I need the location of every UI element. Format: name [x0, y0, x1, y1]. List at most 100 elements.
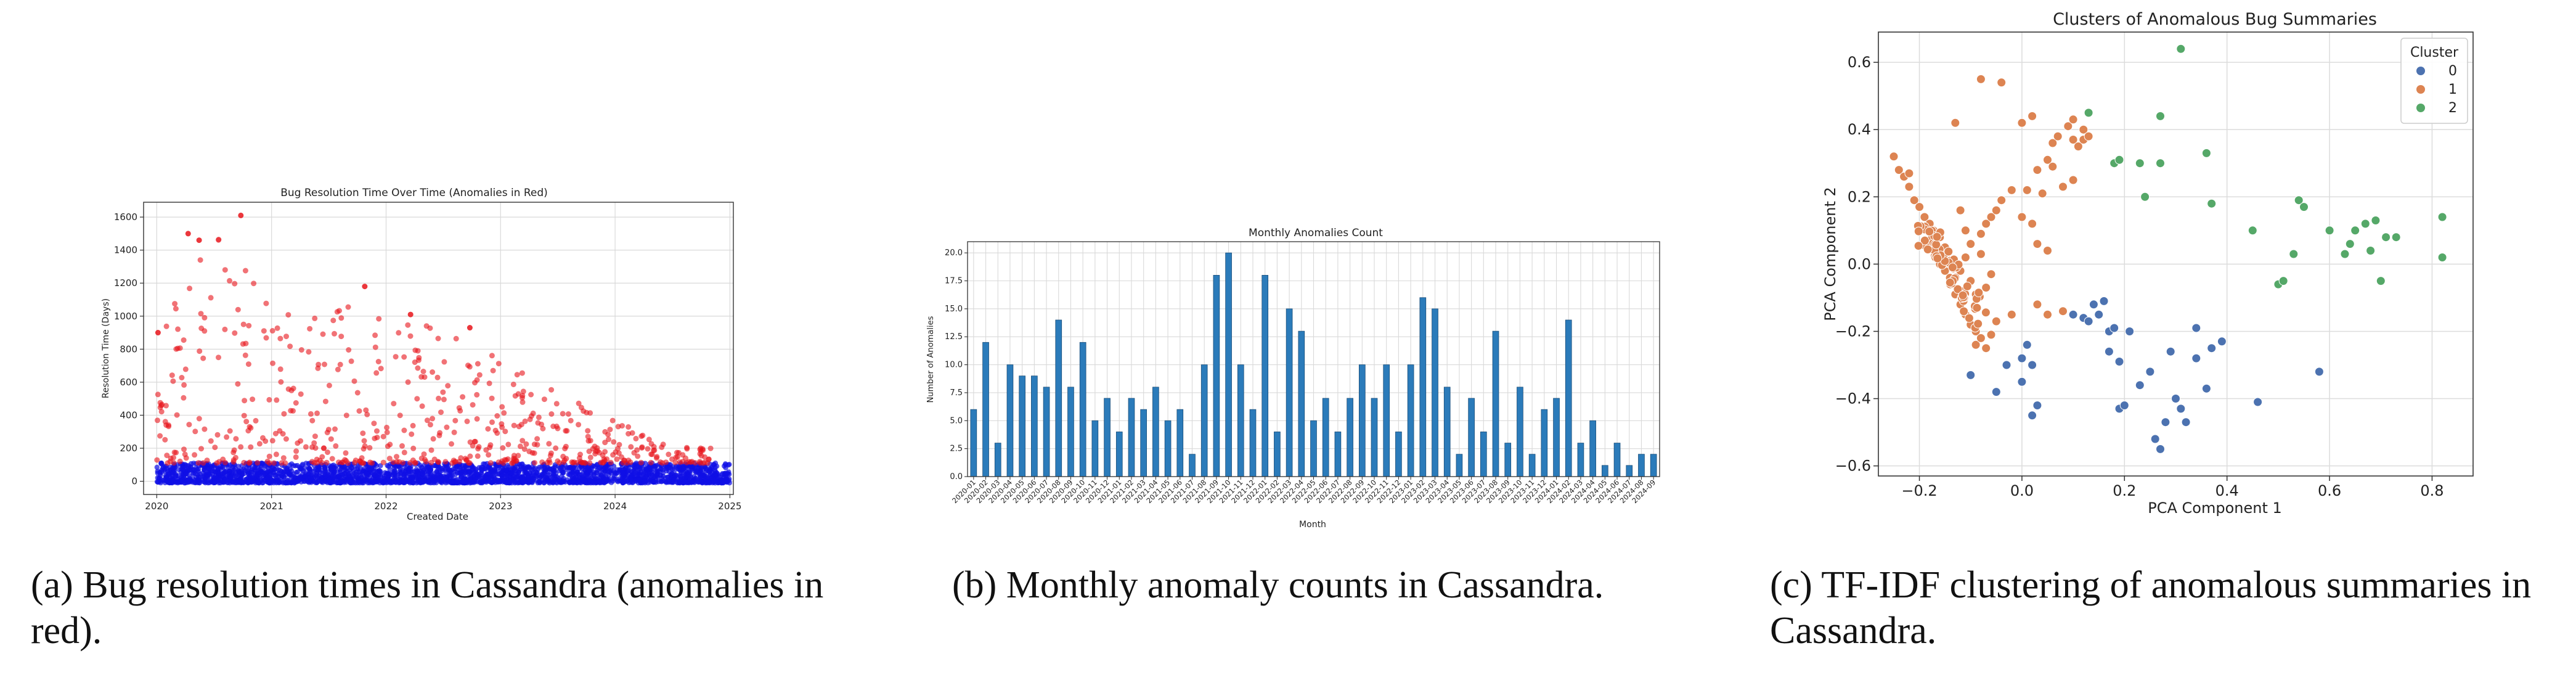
anomaly-point — [472, 380, 478, 386]
cluster-0-point — [2114, 357, 2124, 366]
anomaly-point — [158, 409, 165, 415]
normal-point — [339, 478, 345, 485]
cluster-1-point — [1931, 240, 1941, 250]
chart-a-points — [154, 212, 733, 486]
anomaly-point — [401, 427, 407, 433]
cluster-1-point — [2043, 310, 2052, 319]
cluster-1-point — [1972, 303, 1982, 313]
anomaly-point — [517, 443, 523, 449]
normal-point — [329, 463, 335, 469]
anomaly-point — [629, 430, 635, 436]
y-tick-label: 0.0 — [950, 472, 963, 482]
cluster-2-point — [2381, 232, 2391, 242]
cluster-1-point — [2028, 219, 2037, 229]
anomaly-point — [442, 459, 449, 465]
anomaly-point — [441, 359, 447, 365]
normal-point — [446, 466, 452, 472]
anomaly-point — [474, 416, 480, 422]
anomaly-point — [172, 301, 178, 307]
cluster-0-point — [2217, 337, 2227, 346]
normal-point — [591, 471, 597, 477]
anomaly-point — [594, 445, 600, 451]
normal-point — [299, 467, 304, 472]
anomaly-point — [214, 460, 220, 466]
anomaly-point — [270, 360, 275, 366]
normal-point — [637, 471, 643, 477]
normal-point — [472, 469, 478, 475]
anomaly-point — [609, 417, 616, 424]
bar — [1310, 420, 1317, 477]
anomaly-point — [348, 358, 354, 364]
normal-point — [293, 463, 298, 469]
normal-point — [723, 462, 728, 467]
anomaly-point — [322, 361, 327, 367]
x-tick-label: 2020 — [145, 501, 168, 512]
anomaly-point — [361, 438, 367, 444]
anomaly-point — [343, 450, 349, 456]
anomaly-point — [338, 334, 344, 340]
anomaly-point — [467, 453, 473, 459]
normal-point — [383, 472, 389, 478]
anomaly-point — [633, 435, 639, 441]
y-tick-label: 5.0 — [950, 416, 963, 425]
normal-point — [634, 462, 640, 467]
cluster-1-point — [1947, 263, 1957, 273]
normal-point — [495, 478, 500, 483]
anomaly-point — [499, 404, 505, 410]
anomaly-point — [361, 446, 367, 452]
normal-point — [202, 466, 207, 472]
anomaly-point — [407, 460, 414, 466]
cluster-1-point — [2032, 165, 2042, 175]
anomaly-point — [320, 331, 326, 337]
anomaly-point — [407, 311, 414, 318]
anomaly-point — [467, 325, 473, 331]
anomaly-point — [626, 457, 632, 464]
anomaly-point — [337, 361, 343, 367]
normal-point — [407, 469, 412, 475]
y-tick-label: 0.6 — [1848, 54, 1871, 71]
anomaly-point — [391, 401, 397, 407]
normal-point — [241, 466, 247, 472]
bar — [1589, 420, 1596, 477]
anomaly-point — [396, 330, 402, 336]
normal-point — [284, 480, 290, 486]
anomaly-point — [242, 352, 248, 358]
caption-a: (a) Bug resolution times in Cassandra (a… — [31, 564, 824, 652]
anomaly-point — [658, 459, 664, 465]
anomaly-point — [329, 456, 335, 462]
cluster-2-point — [2114, 155, 2124, 165]
x-tick-label: −0.2 — [1901, 482, 1937, 499]
normal-point — [205, 474, 211, 480]
normal-point — [520, 474, 525, 479]
normal-point — [171, 469, 177, 475]
y-tick-label: 1400 — [114, 245, 137, 256]
anomaly-point — [367, 459, 373, 465]
anomaly-point — [576, 422, 582, 428]
bar — [1443, 387, 1451, 477]
normal-point — [230, 480, 236, 485]
cluster-2-point — [2340, 249, 2350, 259]
anomaly-point — [486, 452, 492, 458]
cluster-1-point — [1915, 202, 1925, 212]
anomaly-point — [476, 372, 483, 378]
bar — [1383, 364, 1390, 477]
normal-point — [370, 479, 376, 485]
normal-point — [532, 465, 538, 471]
cluster-2-point — [2366, 246, 2376, 255]
normal-point — [206, 469, 211, 475]
cluster-0-point — [2314, 367, 2324, 377]
cluster-2-point — [2176, 44, 2186, 54]
normal-point — [533, 474, 539, 479]
normal-point — [467, 476, 473, 482]
anomaly-point — [674, 449, 680, 456]
anomaly-point — [415, 348, 421, 354]
normal-point — [569, 475, 575, 481]
normal-point — [561, 476, 566, 482]
cluster-2-point — [2391, 232, 2401, 242]
anomaly-point — [376, 316, 382, 322]
cluster-1-point — [1960, 253, 1970, 262]
y-tick-label: 0.4 — [1848, 121, 1871, 138]
anomaly-point — [174, 345, 181, 351]
anomaly-point — [415, 365, 421, 371]
anomaly-point — [269, 328, 275, 334]
